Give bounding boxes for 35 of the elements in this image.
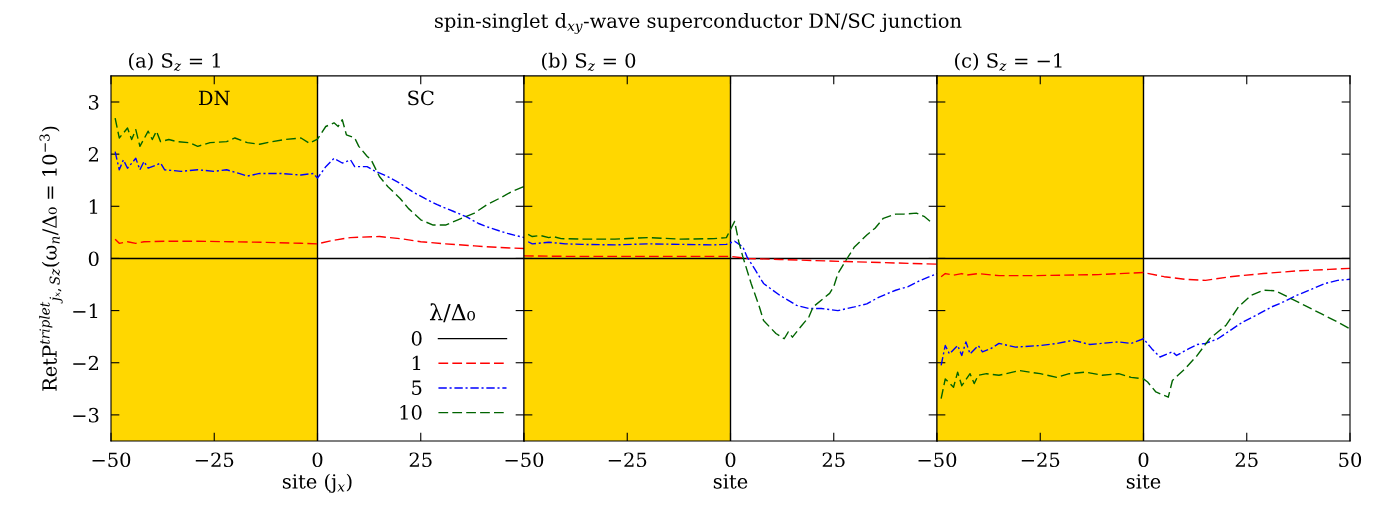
band-label: DN — [199, 90, 230, 106]
x-tick-label: 25 — [409, 452, 432, 468]
legend-label: 10 — [400, 404, 422, 420]
x-tick-label: −50 — [918, 452, 957, 468]
x-tick-label: 25 — [822, 452, 845, 468]
x-tick-label: −50 — [92, 452, 131, 468]
y-tick-label: 2 — [88, 147, 98, 162]
legend-label: 0 — [411, 331, 422, 346]
x-tick-label: 50 — [1339, 452, 1362, 468]
x-tick-label: −25 — [195, 452, 234, 468]
x-tick-label: 0 — [1138, 452, 1149, 468]
x-axis-title: site — [713, 474, 748, 489]
x-tick-label: 0 — [725, 452, 736, 468]
annotation: SC — [408, 90, 434, 106]
x-tick-label: −50 — [505, 452, 544, 468]
legend-label: 5 — [412, 380, 422, 396]
y-tick-label: 0 — [88, 251, 99, 267]
y-axis-title: RetP$^{triplet}$$_{jₓ,Sz}$(ω$_{n}$/Δ₀ = 10$^{−3}$) — [39, 126, 63, 391]
legend-label: 1 — [412, 355, 421, 371]
y-tick-label: −2 — [73, 355, 98, 371]
y-tick-label: 1 — [89, 199, 98, 214]
x-tick-label: −25 — [1021, 452, 1060, 468]
x-tick-label: 25 — [1235, 452, 1258, 468]
y-tick-label: −1 — [73, 303, 98, 318]
y-tick-label: 3 — [89, 94, 99, 110]
x-axis-title: site (j$_{x}$) — [282, 473, 352, 493]
y-tick-label: −3 — [73, 407, 99, 423]
chart-subtitle: (a) S$_{z}$ = 1 — [129, 52, 220, 71]
legend-title: λ/Δ₀ — [429, 303, 476, 323]
chart-subtitle: (b) S$_{z}$ = 0 — [542, 52, 636, 71]
x-tick-label: −25 — [608, 452, 647, 468]
x-tick-label: 0 — [312, 452, 323, 468]
chart-subtitle: (c) S$_{z}$ = −1 — [955, 52, 1062, 71]
x-axis-title: site — [1126, 474, 1161, 489]
text: spin-singlet d$_{xy}$-wave superconductor DN/SC junction — [435, 13, 962, 34]
